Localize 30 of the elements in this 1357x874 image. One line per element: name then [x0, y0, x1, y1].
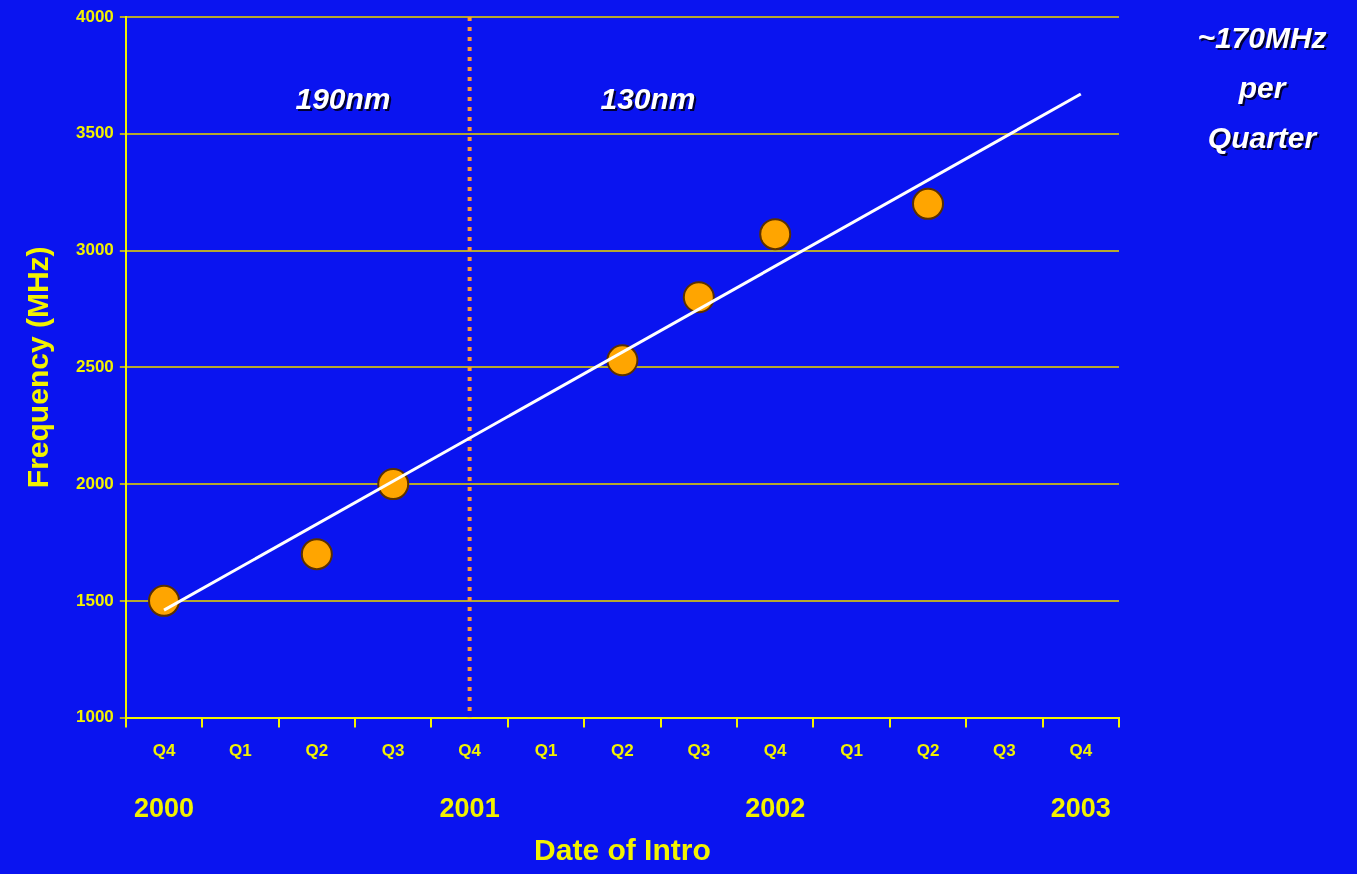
y-tick-label: 3500 [75, 123, 114, 143]
y-tick-label: 1500 [75, 590, 114, 610]
point [759, 218, 792, 251]
x-axis-title: Date of Intro [534, 833, 711, 867]
point [912, 187, 944, 220]
point [300, 538, 333, 571]
y-tick-label: 2500 [75, 356, 114, 376]
x-tick-label: Q2 [916, 741, 940, 761]
x-tick-label: Q1 [840, 741, 863, 761]
category-label: Q4 2003 [1050, 741, 1111, 824]
annotation: 190nm [295, 82, 391, 116]
x-tick-label: Q3 [381, 741, 405, 761]
point [148, 584, 181, 617]
x-tick-label: Q3 [993, 741, 1016, 761]
y-axis-title: Frequency (MHz) [21, 246, 55, 489]
x-tick-label: Q1 [229, 741, 252, 761]
category-label: Q4 2000 [133, 741, 195, 824]
annotation: 130nm [600, 82, 696, 116]
text: ~170MHz per Quarter [1197, 21, 1327, 155]
x-tick-label: Q2 [305, 741, 329, 761]
x-tick-label: Q1 [534, 741, 558, 761]
y-tick-label: 4000 [75, 6, 114, 26]
point [682, 281, 715, 314]
category-label: Q4 2002 [745, 741, 806, 824]
y-tick-label: 1000 [75, 707, 114, 727]
y-tick-label: 3000 [75, 240, 114, 260]
category-label: Q4 2001 [439, 741, 500, 824]
y-tick-label: 2000 [75, 473, 114, 493]
x-tick-label: Q2 [611, 741, 634, 761]
x-tick-label: Q3 [687, 741, 711, 761]
